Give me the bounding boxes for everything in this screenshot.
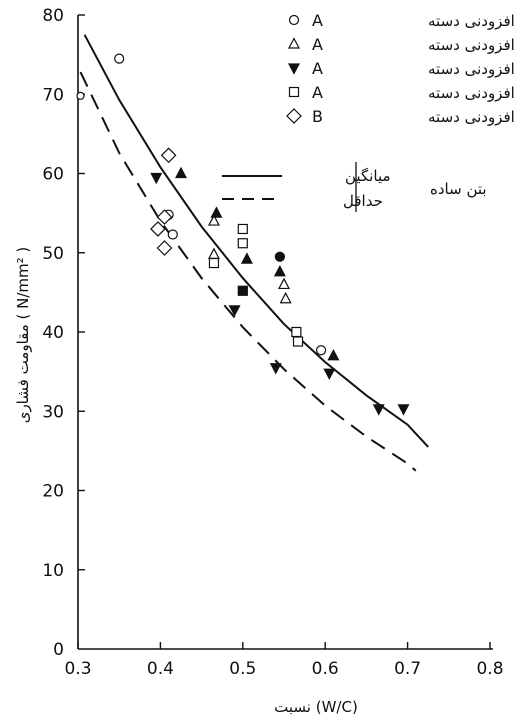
legend: A افزودنی دسته A افزودنی دسته A افزودنی دسته A… [222, 11, 515, 212]
y-tick-label: 0 [53, 640, 64, 660]
data-point [160, 147, 177, 164]
legend-label: افزودنی دسته [428, 36, 515, 54]
y-tick-label: 60 [42, 165, 64, 185]
data-point [237, 285, 248, 296]
data-point [327, 348, 340, 361]
y-tick-label: 40 [42, 323, 64, 343]
legend-label: افزودنی دسته [428, 84, 515, 102]
legend-label: افزودنی دسته [428, 60, 515, 78]
data-point [156, 209, 173, 225]
x-tick-label: 0.3 [64, 659, 91, 679]
data-point [156, 240, 173, 256]
legend-label: افزودنی دسته [428, 108, 515, 126]
ticks-layer: 0.3 0.4 0.5 0.6 0.7 0.8 0 10 20 30 40 50 60 70 80 [42, 6, 503, 679]
y-tick-label: 30 [42, 402, 64, 422]
legend-marker [286, 108, 302, 124]
y-tick-label: 50 [42, 244, 64, 264]
x-tick-label: 0.7 [394, 659, 421, 679]
legend-marker [288, 86, 300, 98]
legend-group-label: بتن ساده [430, 180, 487, 198]
data-point [273, 264, 286, 277]
data-point [315, 345, 327, 356]
legend-letter: B [312, 107, 323, 126]
data-point [208, 257, 220, 269]
legend-letter: A [312, 35, 323, 54]
data-point [291, 326, 302, 338]
data-point [237, 223, 248, 235]
data-point [274, 251, 285, 262]
data-point [114, 53, 125, 64]
data-point [372, 404, 385, 416]
legend-marker [288, 37, 300, 49]
legend-letter: A [312, 11, 323, 30]
data-point [269, 363, 282, 375]
data-point [150, 172, 163, 185]
legend-marker [288, 14, 300, 26]
data-point [76, 91, 85, 100]
y-axis-title: مقاومت فشاری ( N/mm² ) [14, 247, 32, 424]
legend-letter: A [312, 83, 323, 102]
data-point [228, 305, 241, 317]
data-point [150, 221, 166, 237]
data-point [279, 291, 292, 304]
x-tick-label: 0.4 [147, 659, 174, 679]
minimum-curve [79, 71, 417, 472]
legend-average-label: میانگین [345, 167, 391, 185]
data-point [237, 238, 248, 249]
average-curve [83, 34, 429, 448]
legend-letter: A [312, 59, 323, 78]
data-point [210, 206, 223, 218]
data-point [323, 368, 336, 380]
legend-marker [288, 63, 300, 75]
data-point [278, 277, 290, 290]
x-axis-title: نسبت (W/C) [274, 698, 358, 716]
data-point [292, 336, 304, 347]
data-point [175, 166, 187, 179]
data-point [207, 247, 220, 259]
y-tick-label: 10 [42, 561, 64, 581]
data-point [207, 214, 220, 226]
data-point [240, 252, 253, 264]
x-tick-label: 0.5 [229, 659, 256, 679]
x-tick-label: 0.6 [312, 659, 339, 679]
y-tick-label: 20 [42, 482, 64, 502]
y-tick-label: 80 [42, 6, 64, 26]
x-tick-label: 0.8 [476, 659, 503, 679]
curves-layer [79, 34, 429, 472]
data-point [397, 404, 410, 416]
y-tick-label: 70 [42, 85, 64, 105]
legend-label: افزودنی دسته [428, 12, 515, 30]
points-layer [76, 53, 410, 416]
legend-minimum-label: حداقل [343, 192, 383, 210]
data-point [167, 229, 178, 240]
